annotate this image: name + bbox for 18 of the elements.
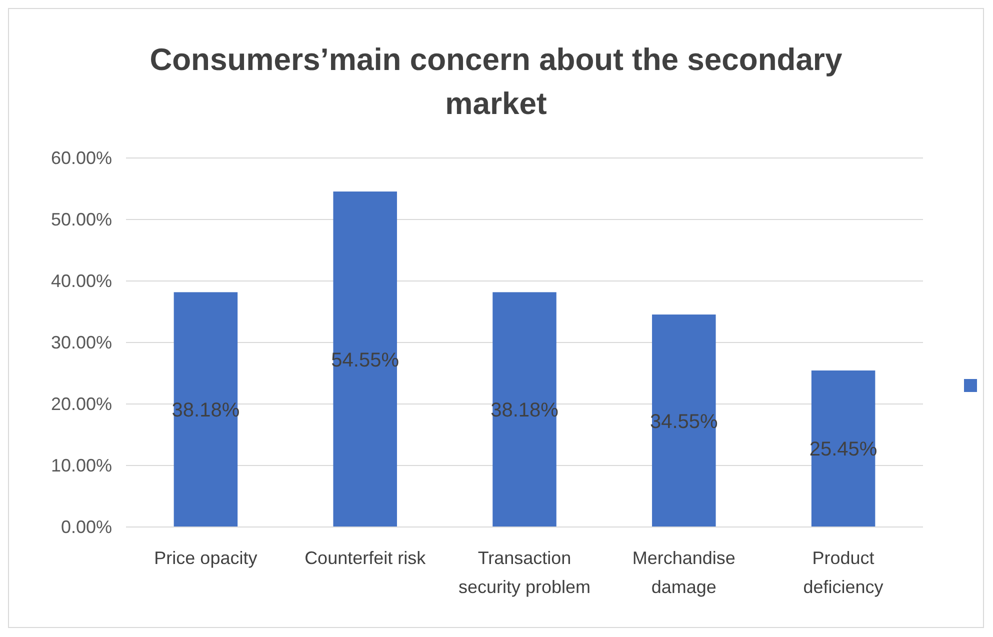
y-tick-label: 60.00%: [50, 148, 112, 168]
x-tick-label: Counterfeit risk: [304, 548, 427, 568]
x-tick-label: Product deficiency: [803, 548, 884, 597]
bar: [652, 314, 716, 527]
bar: [174, 292, 238, 527]
y-tick-label: 10.00%: [50, 456, 112, 476]
y-tick-label: 0.00%: [60, 517, 112, 537]
y-tick-label: 40.00%: [50, 271, 112, 291]
x-tick-label: Price opacity: [154, 548, 258, 568]
y-tick-label: 20.00%: [50, 394, 112, 414]
chart-title: Consumers’main concern about the secondary market: [150, 42, 844, 121]
y-tick-label: 50.00%: [50, 210, 112, 230]
bar: [811, 370, 876, 527]
x-tick-label: Transaction security problem: [458, 548, 591, 597]
bar: [492, 292, 556, 527]
bar: [333, 192, 397, 527]
y-tick-label: 30.00%: [50, 332, 112, 352]
x-tick-label: Merchandise damage: [632, 548, 736, 597]
